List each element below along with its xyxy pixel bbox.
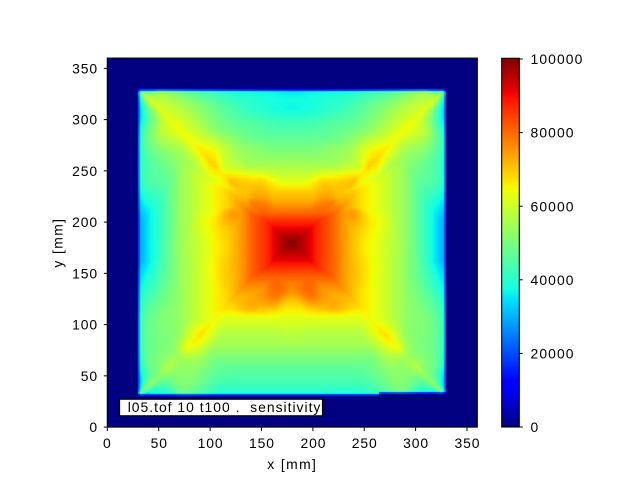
svg-text:100000: 100000: [531, 51, 584, 67]
svg-text:100: 100: [72, 317, 98, 333]
svg-text:0: 0: [531, 419, 540, 435]
svg-text:y [mm]: y [mm]: [50, 218, 66, 268]
svg-text:200: 200: [300, 435, 326, 451]
svg-text:80000: 80000: [531, 125, 575, 141]
svg-text:50: 50: [151, 435, 168, 451]
svg-text:250: 250: [72, 163, 98, 179]
svg-text:350: 350: [455, 435, 481, 451]
svg-text:l05.tof 10 t100 . sensitivity: l05.tof 10 t100 . sensitivity: [128, 399, 322, 415]
svg-text:50: 50: [81, 368, 98, 384]
svg-text:300: 300: [403, 435, 429, 451]
svg-text:60000: 60000: [531, 198, 575, 214]
svg-text:x [mm]: x [mm]: [267, 456, 317, 472]
svg-text:20000: 20000: [531, 346, 575, 362]
svg-text:150: 150: [72, 265, 98, 281]
svg-text:40000: 40000: [531, 272, 575, 288]
svg-text:150: 150: [249, 435, 275, 451]
svg-text:0: 0: [103, 435, 112, 451]
svg-text:350: 350: [72, 60, 98, 76]
svg-text:250: 250: [352, 435, 378, 451]
svg-text:300: 300: [72, 112, 98, 128]
svg-text:200: 200: [72, 214, 98, 230]
svg-text:0: 0: [89, 419, 98, 435]
svg-text:100: 100: [198, 435, 224, 451]
